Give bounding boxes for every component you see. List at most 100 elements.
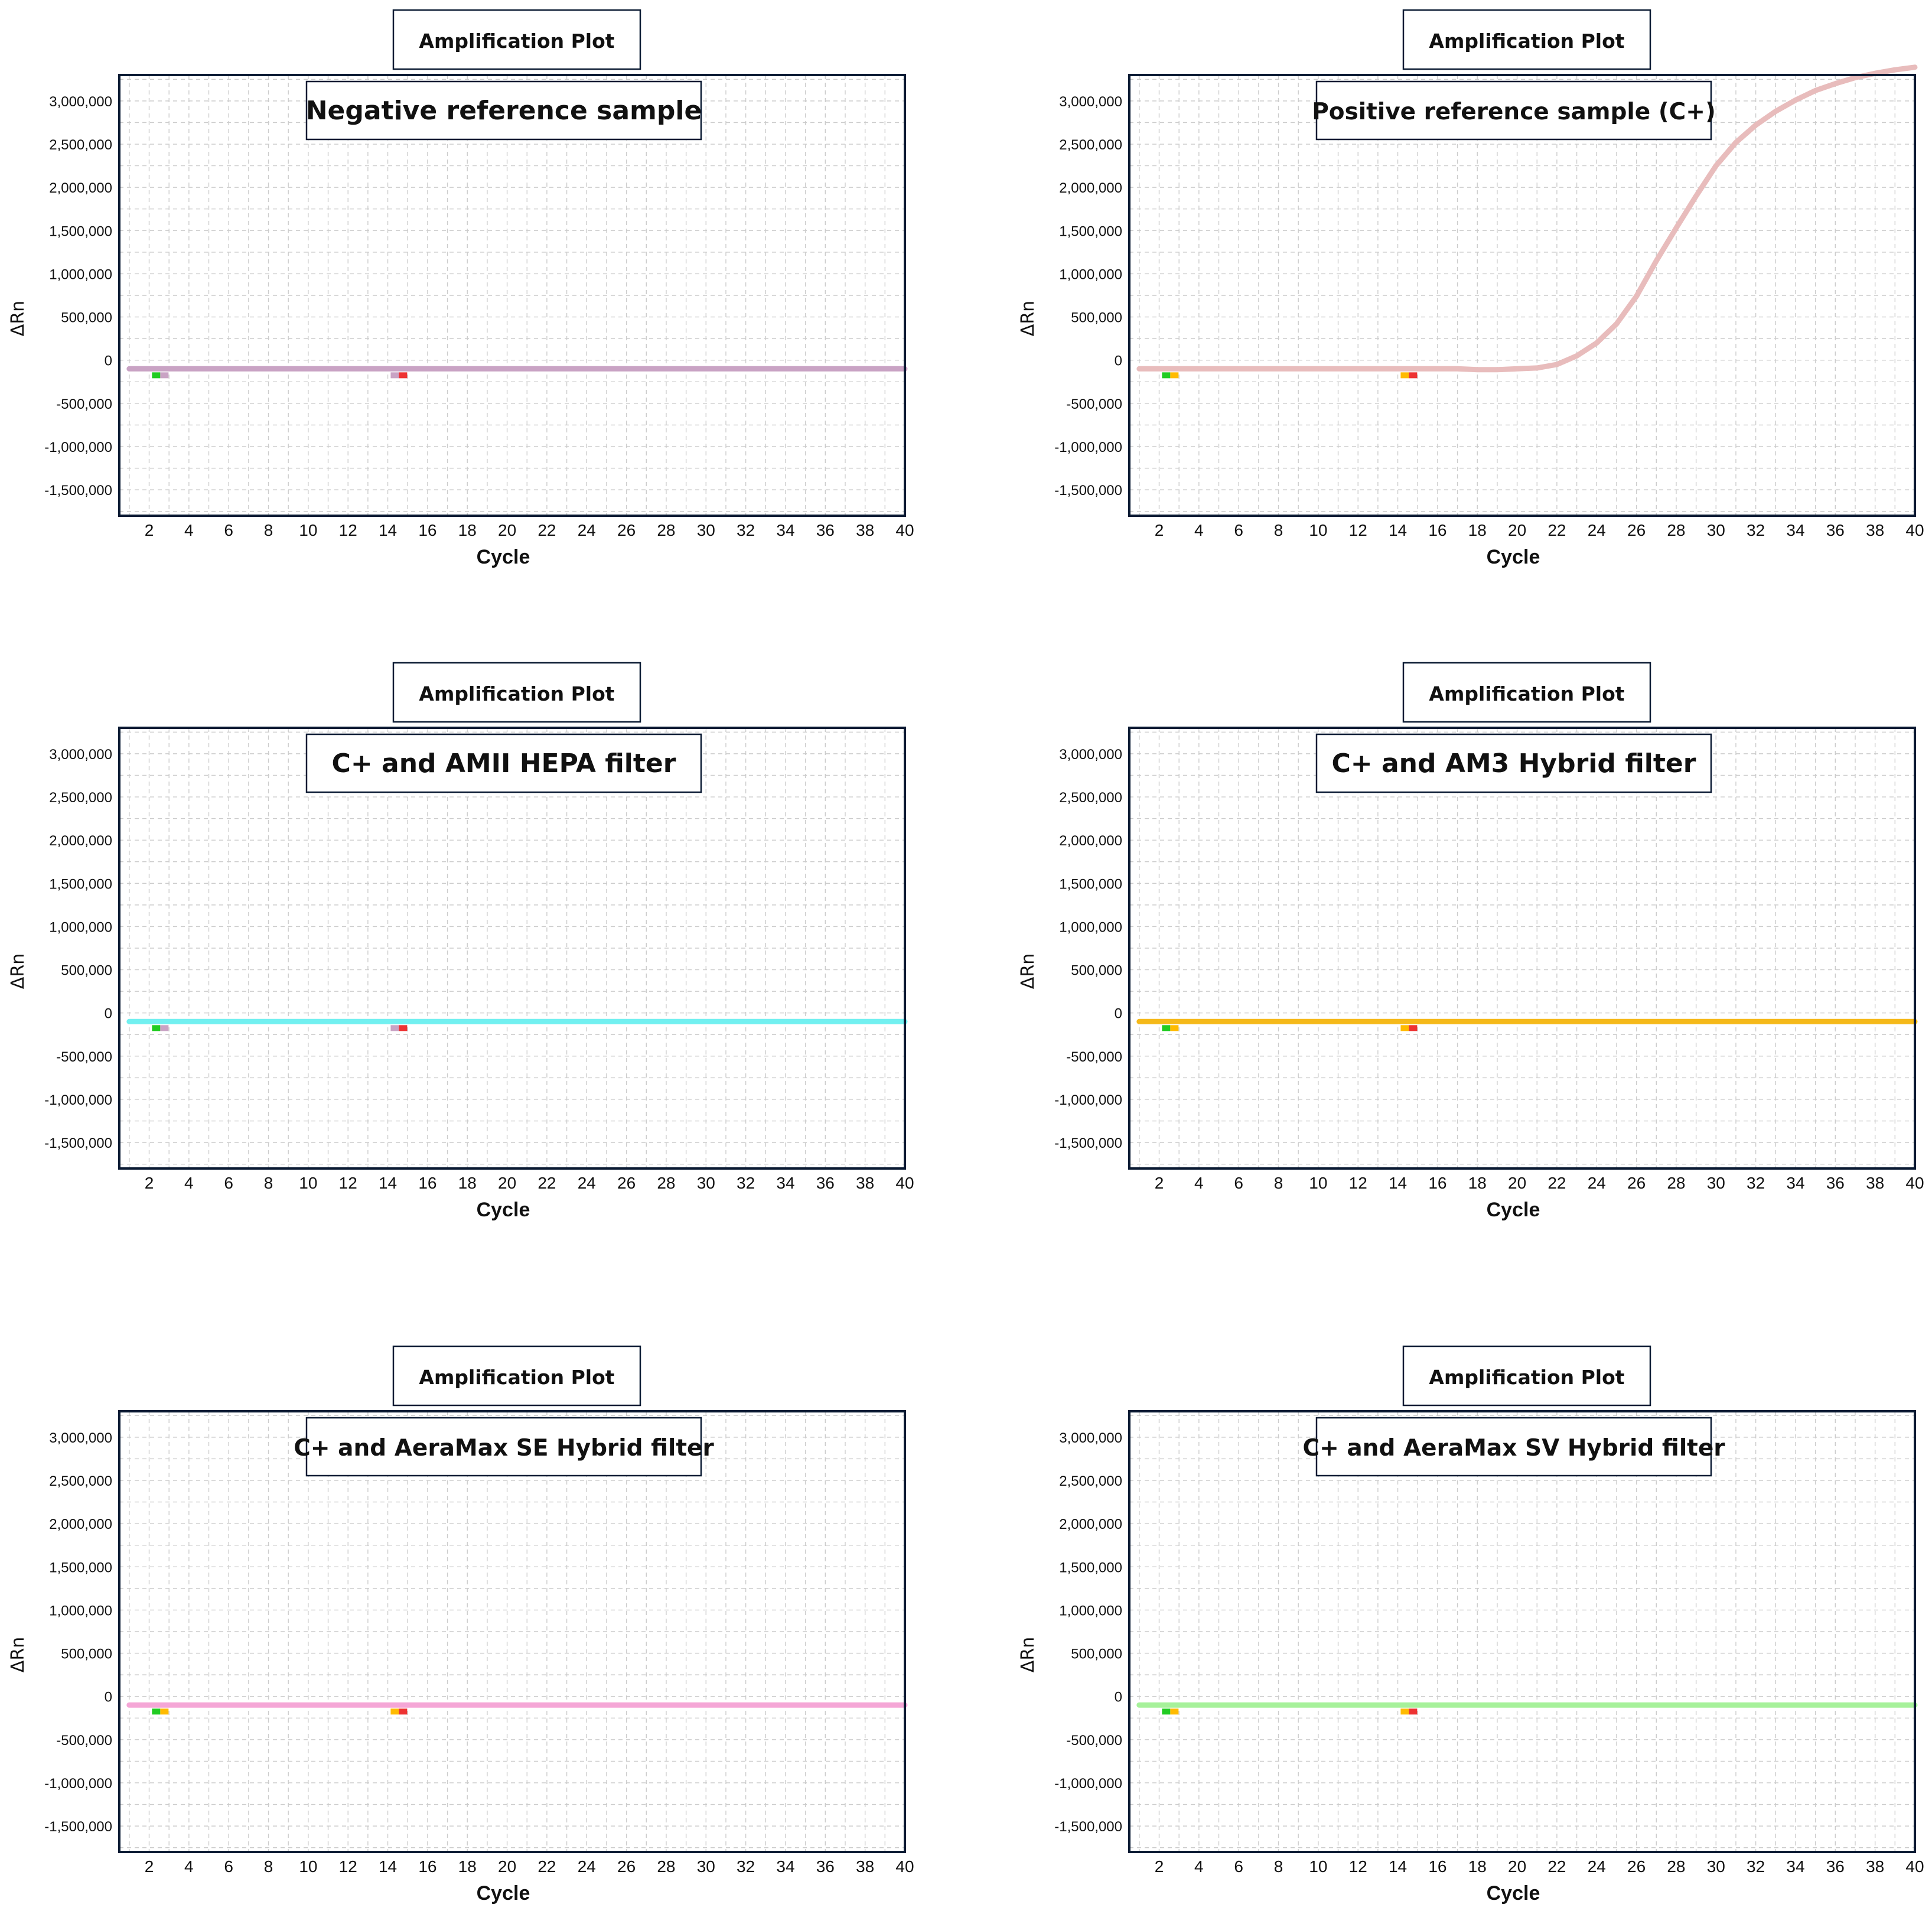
x-tick-label: 40 (1905, 1857, 1924, 1876)
x-tick-label: 40 (895, 1857, 914, 1876)
chart-am3-hybrid: Amplification Plot C+ and AM3 Hybrid filt… (1010, 653, 1932, 1244)
y-axis-label: ΔRn (1018, 301, 1038, 336)
y-tick-label: 1,500,000 (49, 1560, 112, 1576)
y-tick-label: -1,500,000 (44, 1135, 112, 1151)
x-tick-label: 24 (1588, 521, 1606, 539)
x-tick-label: 14 (379, 1857, 397, 1876)
baseline-marker-0 (152, 1025, 161, 1031)
x-tick-label: 16 (418, 521, 436, 539)
x-tick-label: 4 (184, 1174, 194, 1192)
baseline-marker-0 (1170, 1025, 1179, 1031)
x-tick-label: 20 (1508, 521, 1526, 539)
x-tick-label: 4 (1194, 521, 1204, 539)
x-tick-label: 24 (578, 1857, 596, 1876)
x-tick-label: 38 (856, 521, 874, 539)
x-tick-label: 12 (1349, 521, 1367, 539)
y-tick-label: 1,000,000 (1059, 1603, 1122, 1619)
baseline-marker-1 (399, 1025, 408, 1031)
x-tick-label: 8 (264, 521, 273, 539)
x-tick-label: 36 (1826, 1857, 1845, 1876)
x-tick-label: 10 (299, 521, 317, 539)
y-tick-label: 1,000,000 (49, 266, 112, 282)
x-tick-label: 34 (776, 1857, 794, 1876)
y-tick-label: 1,500,000 (49, 876, 112, 892)
x-tick-label: 36 (1826, 1174, 1845, 1192)
x-tick-label: 2 (145, 1857, 154, 1876)
grid-horizontal (119, 731, 905, 1165)
grid-horizontal (1129, 1415, 1915, 1848)
x-tick-label: 34 (776, 521, 794, 539)
amplification-plot-svg: Amplification Plot Negative reference sam… (8, 9, 914, 568)
header-box (392, 662, 641, 723)
x-axis-label: Cycle (477, 1199, 530, 1221)
y-tick-label: 0 (105, 1690, 112, 1705)
x-tick-label: 2 (1155, 1174, 1164, 1192)
y-tick-label: -1,000,000 (1054, 1092, 1122, 1108)
x-tick-label: 10 (299, 1174, 317, 1192)
x-tick-label: 8 (264, 1857, 273, 1876)
x-tick-label: 20 (498, 1174, 516, 1192)
header-box (1402, 662, 1651, 723)
x-tick-label: 22 (537, 521, 556, 539)
series-line-0 (1136, 64, 1918, 373)
x-tick-label: 26 (1627, 521, 1646, 539)
y-tick-label: -1,500,000 (1054, 1135, 1122, 1151)
x-axis-label: Cycle (1487, 1882, 1540, 1905)
baseline-marker-0 (1162, 372, 1171, 379)
y-tick-label: 500,000 (1071, 963, 1122, 979)
x-tick-label: 10 (1309, 521, 1327, 539)
y-tick-label: -1,000,000 (44, 1092, 112, 1108)
x-tick-label: 30 (1707, 1857, 1725, 1876)
chart-amii-hepa: Amplification Plot C+ and AMII HEPA filte… (0, 653, 969, 1244)
x-tick-label: 30 (697, 521, 715, 539)
y-tick-label: -500,000 (56, 1733, 112, 1749)
x-tick-label: 38 (1866, 1857, 1884, 1876)
x-tick-label: 2 (1155, 521, 1164, 539)
y-tick-label: 1,000,000 (1059, 266, 1122, 282)
y-tick-label: 0 (105, 353, 112, 369)
y-axis-label: ΔRn (8, 953, 28, 989)
x-tick-label: 32 (1747, 1174, 1765, 1192)
x-tick-label: 2 (145, 521, 154, 539)
y-tick-label: 3,000,000 (1059, 747, 1122, 763)
x-tick-label: 8 (264, 1174, 273, 1192)
y-tick-label: -1,000,000 (1054, 1776, 1122, 1792)
baseline-marker-1 (1400, 372, 1409, 379)
x-tick-label: 4 (184, 1857, 194, 1876)
x-tick-label: 16 (418, 1174, 436, 1192)
y-tick-label: -1,500,000 (44, 483, 112, 499)
x-tick-label: 26 (1627, 1857, 1646, 1876)
x-tick-label: 32 (1747, 1857, 1765, 1876)
x-tick-label: 26 (1627, 1174, 1646, 1192)
baseline-marker-0 (1162, 1708, 1171, 1715)
sample-title: Positive reference sample (C+) (1312, 99, 1716, 125)
x-tick-label: 28 (657, 1857, 675, 1876)
x-tick-label: 10 (1309, 1857, 1327, 1876)
y-axis-label: ΔRn (8, 1637, 28, 1672)
x-axis-label: Cycle (477, 1882, 530, 1905)
y-tick-label: 500,000 (61, 963, 112, 979)
x-tick-label: 6 (1234, 1857, 1243, 1876)
y-tick-label: 0 (105, 1006, 112, 1022)
x-tick-label: 6 (1234, 1174, 1243, 1192)
x-tick-label: 24 (578, 1174, 596, 1192)
y-tick-label: 500,000 (1071, 1646, 1122, 1662)
baseline-marker-1 (390, 1708, 399, 1715)
x-tick-label: 2 (1155, 1857, 1164, 1876)
y-axis-label: ΔRn (1018, 953, 1038, 989)
baseline-marker-1 (390, 1025, 399, 1031)
x-tick-label: 28 (657, 1174, 675, 1192)
x-tick-label: 40 (895, 521, 914, 539)
grid-horizontal (1129, 79, 1915, 512)
x-tick-label: 12 (339, 1857, 357, 1876)
x-tick-label: 30 (1707, 521, 1725, 539)
x-tick-label: 8 (1274, 1174, 1283, 1192)
plot-frame (118, 1410, 906, 1853)
x-tick-label: 28 (1667, 1174, 1685, 1192)
x-tick-label: 22 (537, 1857, 556, 1876)
baseline-marker-1 (1409, 1025, 1418, 1031)
x-tick-label: 38 (856, 1857, 874, 1876)
x-tick-label: 16 (1428, 1174, 1446, 1192)
y-tick-label: 3,000,000 (49, 747, 112, 763)
y-tick-label: 1,000,000 (49, 919, 112, 935)
